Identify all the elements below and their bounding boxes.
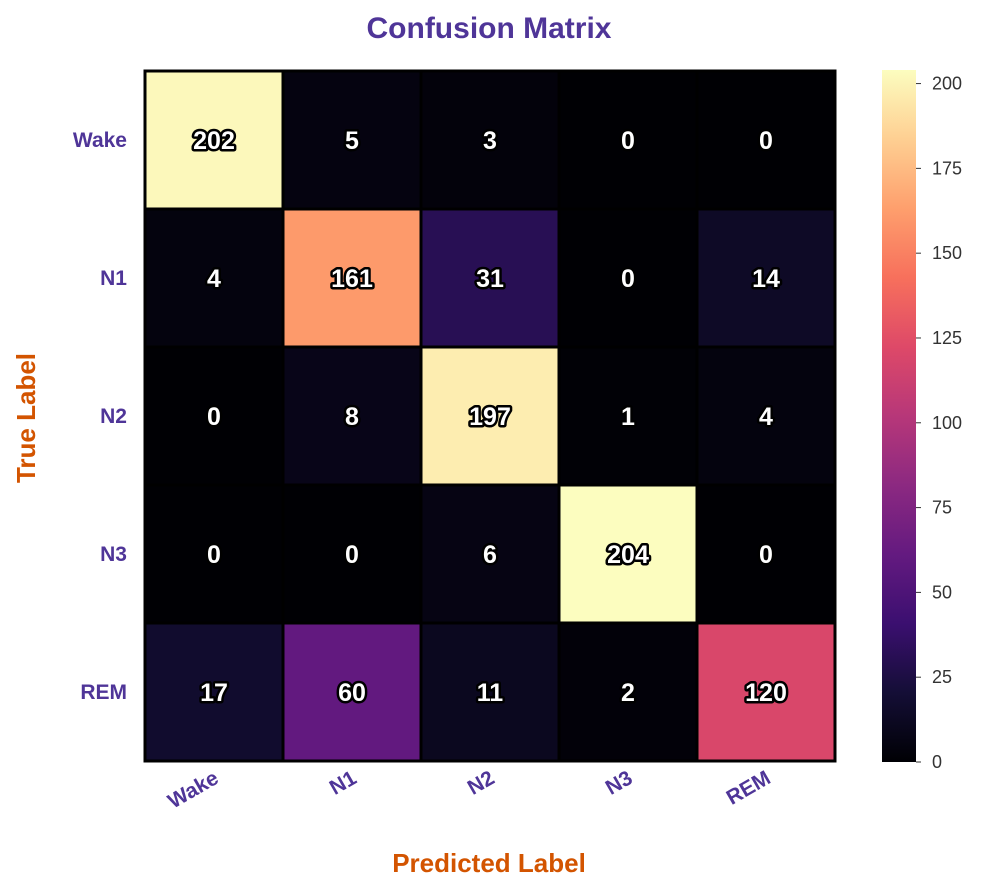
x-axis-label: Predicted Label [392, 848, 586, 878]
cell-value-label: 120 [745, 679, 787, 707]
heatmap-cell [281, 345, 423, 487]
y-tick-label: N2 [100, 405, 127, 428]
cell-value-label: 2 [621, 679, 635, 707]
x-tick-label: N3 [602, 766, 637, 799]
cell-value-label: 14 [752, 265, 780, 293]
colorbar-tick-label: 125 [932, 328, 962, 348]
x-tick-labels: Wake N1 N2 N3 REM [164, 766, 774, 813]
heatmap-cell [557, 483, 699, 625]
cell-value-label: 3 [483, 127, 497, 155]
colorbar [882, 70, 916, 762]
heatmap-cells: 202 5 3 0 04 161 31 0 140 8 197 1 40 0 6 204 017 60 11 2 120 [143, 69, 837, 763]
heatmap-cell [695, 483, 837, 625]
cell-value-label: 161 [331, 265, 373, 293]
y-tick-label: REM [80, 681, 127, 704]
x-tick-label: N2 [464, 766, 499, 799]
cell-value-label: 17 [200, 679, 228, 707]
cell-value-label: 0 [345, 541, 359, 569]
colorbar-tick-label: 175 [932, 158, 962, 178]
cell-value-label: 6 [483, 541, 497, 569]
heatmap-cell [281, 69, 423, 211]
heatmap-cell [143, 621, 285, 763]
x-tick-label: N1 [326, 766, 361, 800]
cell-value-label: 0 [207, 541, 221, 569]
cell-value-label: 4 [759, 403, 773, 431]
colorbar-tick-label: 150 [932, 243, 962, 263]
x-tick-label: REM [723, 766, 775, 809]
cell-value-label: 202 [193, 127, 235, 155]
cell-value-label: 0 [759, 541, 773, 569]
x-tick-label: Wake [164, 766, 222, 813]
colorbar-tick-label: 50 [932, 582, 952, 602]
colorbar-tick-label: 200 [932, 74, 962, 94]
heatmap-cell [143, 69, 285, 211]
cell-value-label: 8 [345, 403, 359, 431]
cell-value-label: 4 [207, 265, 221, 293]
y-tick-label: N3 [100, 543, 127, 566]
y-tick-labels: Wake N1 N2 N3 REM [73, 129, 127, 704]
y-tick-label: N1 [100, 267, 127, 290]
cell-value-label: 11 [477, 679, 504, 707]
y-axis-label: True Label [11, 353, 41, 483]
heatmap-cell [557, 345, 699, 487]
heatmap-border [143, 69, 837, 763]
colorbar-tick-label: 0 [932, 752, 942, 772]
cell-value-label: 0 [621, 127, 635, 155]
heatmap-cell [281, 483, 423, 625]
heatmap-cell [419, 483, 561, 625]
cell-value-label: 1 [621, 403, 635, 431]
y-tick-label: Wake [73, 129, 127, 152]
cell-value-label: 60 [338, 679, 366, 707]
heatmap-cell [281, 621, 423, 763]
cell-value-label: 0 [621, 265, 635, 293]
heatmap-cell [419, 621, 561, 763]
colorbar-tick-label: 100 [932, 413, 962, 433]
chart-title: Confusion Matrix [367, 12, 612, 45]
cell-value-label: 204 [607, 541, 649, 569]
cell-value-label: 197 [469, 403, 511, 431]
colorbar-ticks: 0 25 50 75 100 125 150 175 200 [916, 74, 962, 772]
heatmap-cell [695, 207, 837, 349]
colorbar-tick-label: 25 [932, 667, 952, 687]
cell-value-label: 0 [759, 127, 773, 155]
colorbar-tick-label: 75 [932, 498, 952, 518]
heatmap-cell [419, 207, 561, 349]
cell-value-label: 0 [207, 403, 221, 431]
cell-value-label: 31 [476, 265, 504, 293]
cell-value-label: 5 [345, 127, 359, 155]
